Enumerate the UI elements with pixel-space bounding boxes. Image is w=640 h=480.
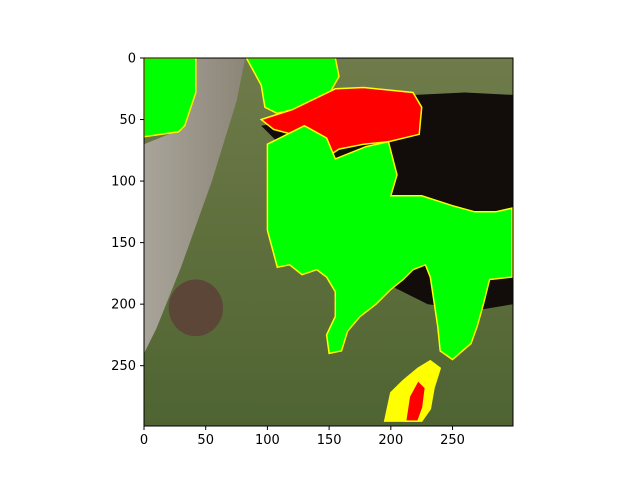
x-axis: 0 50 100 150 200 250 [140,426,465,448]
x-tick-label: 50 [197,433,214,448]
red-speckle-bottom [404,379,427,422]
x-tick-label: 250 [440,433,465,448]
x-tick-label: 200 [378,433,403,448]
green-mask-body [266,124,513,361]
y-tick-label: 150 [111,236,136,251]
axes-frame [143,57,514,427]
green-mask-left [144,58,197,138]
y-tick-label: 0 [128,52,136,67]
x-tick-label: 100 [255,433,280,448]
tree-trunk [144,58,246,354]
y-tick-label: 50 [119,113,136,128]
y-tick-label: 100 [111,175,136,190]
segmentation-overlay [144,58,513,422]
y-tick-label: 250 [111,359,136,374]
y-tick-label: 200 [111,298,136,313]
x-tick-label: 150 [317,433,342,448]
y-axis: 0 50 100 150 200 250 [111,52,144,374]
mouse [168,279,223,337]
x-tick-label: 0 [140,433,148,448]
